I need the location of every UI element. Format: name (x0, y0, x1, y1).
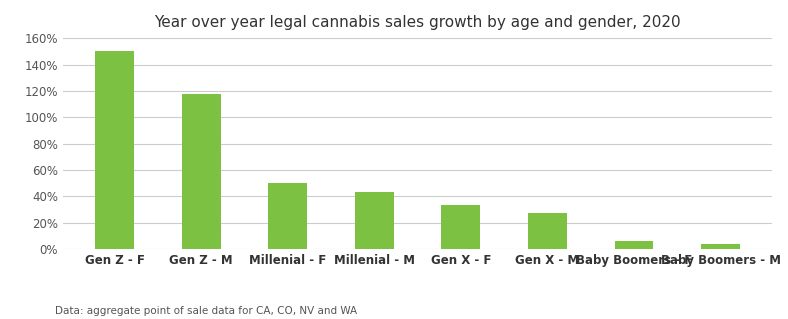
Bar (528, 213, 567, 249)
Bar (701, 244, 740, 249)
Title: Year over year legal cannabis sales growth by age and gender, 2020: Year over year legal cannabis sales grow… (154, 15, 681, 30)
Bar (182, 93, 221, 249)
Text: Data: aggregate point of sale data for CA, CO, NV and WA: Data: aggregate point of sale data for C… (55, 306, 357, 316)
Bar (269, 183, 307, 249)
Bar (95, 51, 134, 249)
Bar (441, 205, 481, 249)
Bar (615, 241, 653, 249)
Bar (355, 192, 394, 249)
